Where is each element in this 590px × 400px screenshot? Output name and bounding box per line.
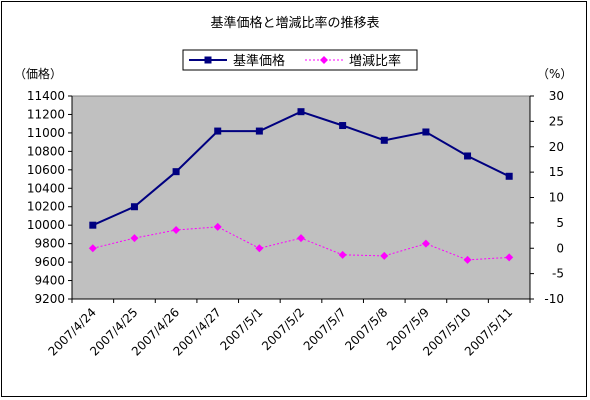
y-right-tick-label: -5 <box>552 267 564 281</box>
y-right-tick-label: 10 <box>549 191 564 205</box>
data-point-1 <box>422 128 430 136</box>
data-point-1 <box>505 172 513 180</box>
y-left-tick-label: 10200 <box>27 200 65 214</box>
y-right-tick-label: 30 <box>549 89 564 103</box>
x-tick-label: 2007/5/1 <box>217 305 265 353</box>
y-right-tick-label: 0 <box>556 241 564 255</box>
legend-box <box>182 49 418 71</box>
y-right-tick-label: -10 <box>544 292 564 306</box>
y-left-tick-label: 10600 <box>27 163 65 177</box>
data-point-2 <box>130 234 139 243</box>
y-left-tick-label: 9600 <box>34 255 65 269</box>
data-point-1 <box>130 203 138 211</box>
y-right-tick-label: 5 <box>556 216 564 230</box>
legend-marker <box>320 56 328 64</box>
chart-title: 基準価格と増減比率の推移表 <box>210 15 379 31</box>
y-left-tick-label: 9200 <box>34 292 65 306</box>
y-left-tick-label: 11400 <box>27 89 65 103</box>
data-point-2 <box>338 250 347 259</box>
x-tick-label: 2007/5/8 <box>342 305 390 353</box>
data-point-2 <box>255 244 264 253</box>
y-left-tick-label: 9800 <box>34 237 65 251</box>
y-right-tick-label: 15 <box>549 165 564 179</box>
data-point-2 <box>172 225 181 234</box>
y-right-tick-label: 25 <box>549 114 564 128</box>
legend-label: 基準価格 <box>233 53 285 69</box>
y-left-tick-label: 10800 <box>27 144 65 158</box>
legend-label: 増減比率 <box>349 53 401 69</box>
y-left-tick-label: 10000 <box>27 218 65 232</box>
data-point-2 <box>213 222 222 231</box>
x-tick-label: 2007/5/7 <box>301 305 349 353</box>
data-point-1 <box>339 122 347 130</box>
plot-area: 9200940096009800100001020010400106001080… <box>27 89 564 359</box>
data-point-2 <box>380 251 389 260</box>
legend-marker <box>204 56 212 64</box>
data-point-2 <box>297 234 305 243</box>
x-tick-label: 2007/5/2 <box>259 305 307 353</box>
data-point-2 <box>421 239 430 248</box>
legend: 基準価格 増減比率 <box>182 49 418 71</box>
plot-background <box>71 95 531 300</box>
y-left-tick-label: 11000 <box>27 126 65 140</box>
data-point-1 <box>214 127 222 135</box>
y-left-tick-label: 9400 <box>34 274 65 288</box>
data-point-2 <box>88 244 97 253</box>
data-point-1 <box>380 136 388 144</box>
y-right-tick-label: 20 <box>549 140 564 154</box>
data-point-1 <box>464 152 472 160</box>
data-point-1 <box>172 168 180 176</box>
data-point-1 <box>297 108 305 116</box>
data-point-2 <box>463 255 472 264</box>
y-axis-right-label: （%） <box>537 67 572 81</box>
y-left-tick-label: 10400 <box>27 181 65 195</box>
data-point-1 <box>89 221 97 229</box>
y-left-tick-label: 11200 <box>27 107 65 121</box>
data-point-1 <box>255 127 263 135</box>
data-point-2 <box>505 253 514 262</box>
y-axis-left-label: （価格） <box>14 66 62 81</box>
